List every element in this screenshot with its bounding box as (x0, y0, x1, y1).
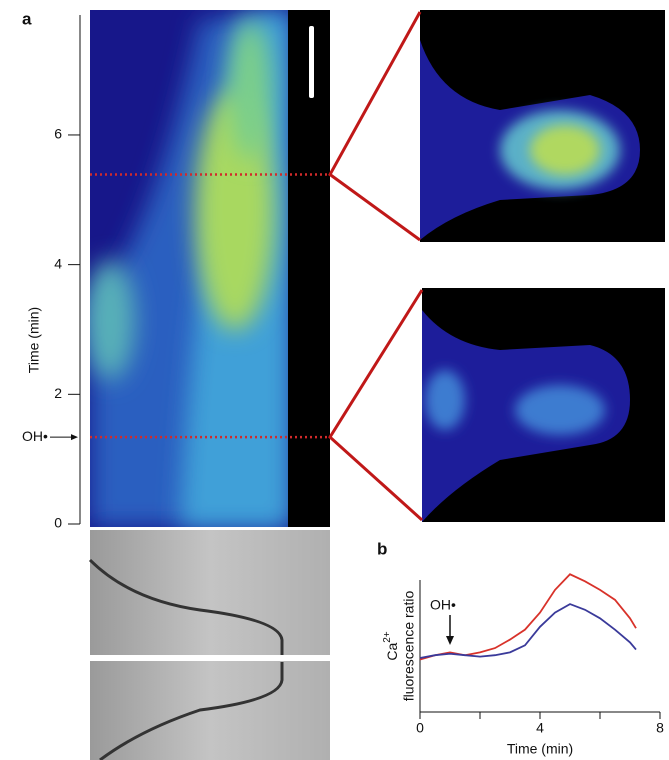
y-label-base: Ca (384, 643, 400, 661)
brightfield-image (88, 530, 330, 760)
zoom-connector (328, 289, 424, 522)
zoom-connector (328, 11, 422, 242)
x-axis-label: Time (min) (507, 741, 573, 757)
y-axis-label: fluorescence ratio (401, 591, 417, 702)
y-tick-label: 2 (54, 385, 62, 401)
x-tick-label: 0 (416, 720, 424, 736)
y-tick-label: 0 (54, 515, 62, 531)
y-tick-label: 6 (54, 126, 62, 142)
tip-image-2 (422, 288, 665, 522)
annotation: OH• (22, 428, 48, 444)
panel-label: a (22, 9, 32, 28)
panel-label: b (377, 539, 387, 558)
annotation: OH• (430, 597, 456, 613)
x-tick-label: 4 (536, 720, 544, 736)
arrow-head (446, 636, 454, 645)
data-line (419, 603, 637, 659)
kymograph-image (90, 10, 330, 527)
x-tick-label: 8 (656, 720, 664, 736)
y-label-sup: 2+ (382, 631, 393, 643)
arrow-head (71, 434, 78, 441)
y-tick-label: 4 (54, 255, 62, 271)
y-axis-label: Time (min) (26, 307, 42, 373)
tip-image-1 (420, 10, 665, 242)
data-line (419, 573, 637, 661)
y-axis-label: Ca2+ (382, 631, 400, 660)
